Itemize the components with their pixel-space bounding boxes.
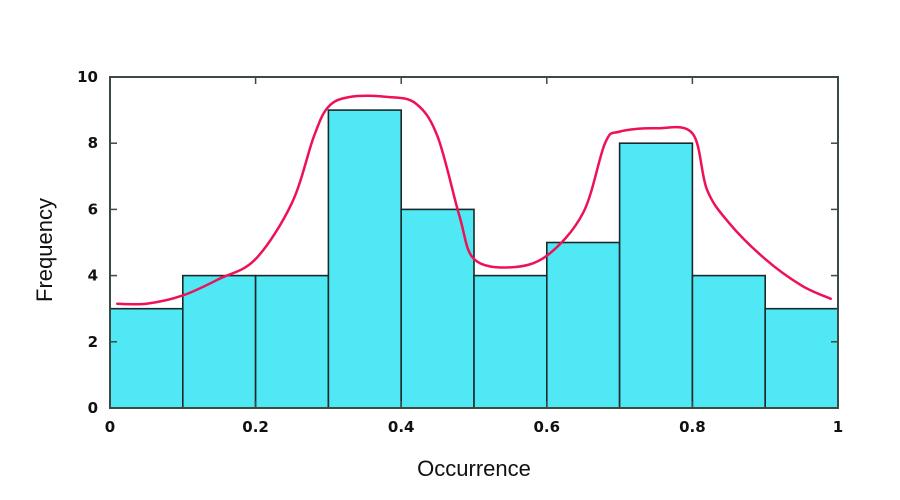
y-tick-label: 10	[77, 68, 98, 86]
y-tick-label: 4	[88, 267, 98, 285]
plot-frame	[109, 76, 839, 409]
histogram-bar	[618, 142, 694, 409]
x-tick-label: 0.2	[242, 418, 269, 436]
density-curve	[116, 94, 832, 306]
y-axis-ticks: 0 2 4 6 8 10	[77, 68, 838, 417]
histogram-bar	[764, 307, 839, 409]
x-tick-label: 0.8	[679, 418, 706, 436]
x-tick-label: 0	[105, 418, 115, 436]
x-tick-label: 0.6	[534, 418, 561, 436]
x-axis-label: Occurrence	[417, 456, 531, 481]
histogram-bar	[545, 241, 621, 409]
x-tick-label: 1	[833, 418, 843, 436]
y-tick-label: 2	[88, 333, 98, 351]
histogram-bar	[473, 274, 548, 409]
histogram-bar	[109, 307, 184, 409]
histogram-bar	[327, 109, 402, 409]
histogram-bar	[182, 274, 257, 409]
histogram-bar	[400, 208, 475, 409]
y-axis-label: Frequency	[32, 198, 57, 302]
x-axis-ticks: 0 0.2 0.4 0.6 0.8 1	[105, 77, 843, 436]
x-tick-label: 0.4	[388, 418, 415, 436]
histogram-bars	[109, 109, 839, 409]
histogram-bar	[254, 274, 330, 409]
histogram-bar	[691, 274, 767, 409]
y-tick-label: 8	[88, 134, 98, 152]
y-tick-label: 6	[88, 200, 98, 218]
y-tick-label: 0	[88, 399, 98, 417]
